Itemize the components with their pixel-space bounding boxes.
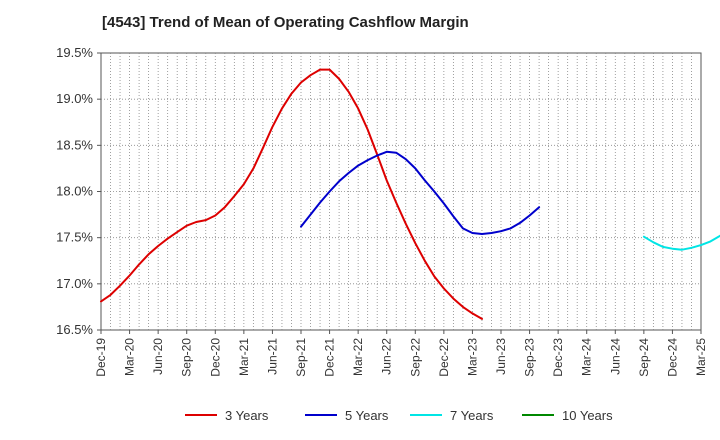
x-tick-label: Dec-24 bbox=[665, 338, 679, 377]
y-axis: 16.5% 17.0% 17.5% 18.0% 18.5% 19.0% 19.5% bbox=[56, 45, 101, 337]
x-tick-label: Mar-20 bbox=[123, 338, 137, 376]
legend-label: 3 Years bbox=[225, 408, 269, 423]
y-tick-label: 16.5% bbox=[56, 322, 93, 337]
legend-label: 7 Years bbox=[450, 408, 494, 423]
series-line-5-years bbox=[300, 150, 541, 235]
x-tick-label: Dec-20 bbox=[208, 338, 222, 377]
x-tick-label: Sep-24 bbox=[637, 338, 651, 377]
y-tick-label: 19.5% bbox=[56, 45, 93, 60]
x-tick-label: Mar-21 bbox=[237, 338, 251, 376]
series-line-3-years bbox=[100, 68, 483, 320]
series-line-7-years bbox=[642, 234, 720, 251]
x-tick-label: Dec-19 bbox=[94, 338, 108, 377]
x-tick-label: Sep-23 bbox=[523, 338, 537, 377]
x-axis: Dec-19 Mar-20 Jun-20 Sep-20 Dec-20 Mar-21 Jun-… bbox=[94, 330, 708, 377]
legend-label: 5 Years bbox=[345, 408, 389, 423]
x-tick-label: Sep-21 bbox=[294, 338, 308, 377]
x-tick-label: Jun-22 bbox=[380, 338, 394, 375]
y-tick-label: 18.0% bbox=[56, 184, 93, 199]
chart-title: [4543] Trend of Mean of Operating Cashfl… bbox=[102, 14, 469, 31]
x-tick-label: Jun-23 bbox=[494, 338, 508, 375]
x-tick-label: Mar-22 bbox=[351, 338, 365, 376]
x-tick-label: Jun-21 bbox=[265, 338, 279, 375]
legend: 3 Years 5 Years 7 Years 10 Years bbox=[185, 408, 613, 423]
x-tick-label: Dec-23 bbox=[551, 338, 565, 377]
x-tick-label: Mar-23 bbox=[465, 338, 479, 376]
x-tick-label: Sep-22 bbox=[408, 338, 422, 377]
series-lines bbox=[100, 68, 720, 320]
x-tick-label: Jun-24 bbox=[608, 338, 622, 375]
legend-label: 10 Years bbox=[562, 408, 613, 423]
y-tick-label: 18.5% bbox=[56, 137, 93, 152]
x-tick-label: Sep-20 bbox=[180, 338, 194, 377]
x-tick-label: Mar-24 bbox=[580, 338, 594, 376]
x-tick-label: Dec-21 bbox=[323, 338, 337, 377]
y-tick-label: 17.5% bbox=[56, 230, 93, 245]
x-tick-label: Dec-22 bbox=[437, 338, 451, 377]
y-tick-label: 17.0% bbox=[56, 276, 93, 291]
y-tick-label: 19.0% bbox=[56, 91, 93, 106]
x-tick-label: Mar-25 bbox=[694, 338, 708, 376]
x-tick-label: Jun-20 bbox=[151, 338, 165, 375]
